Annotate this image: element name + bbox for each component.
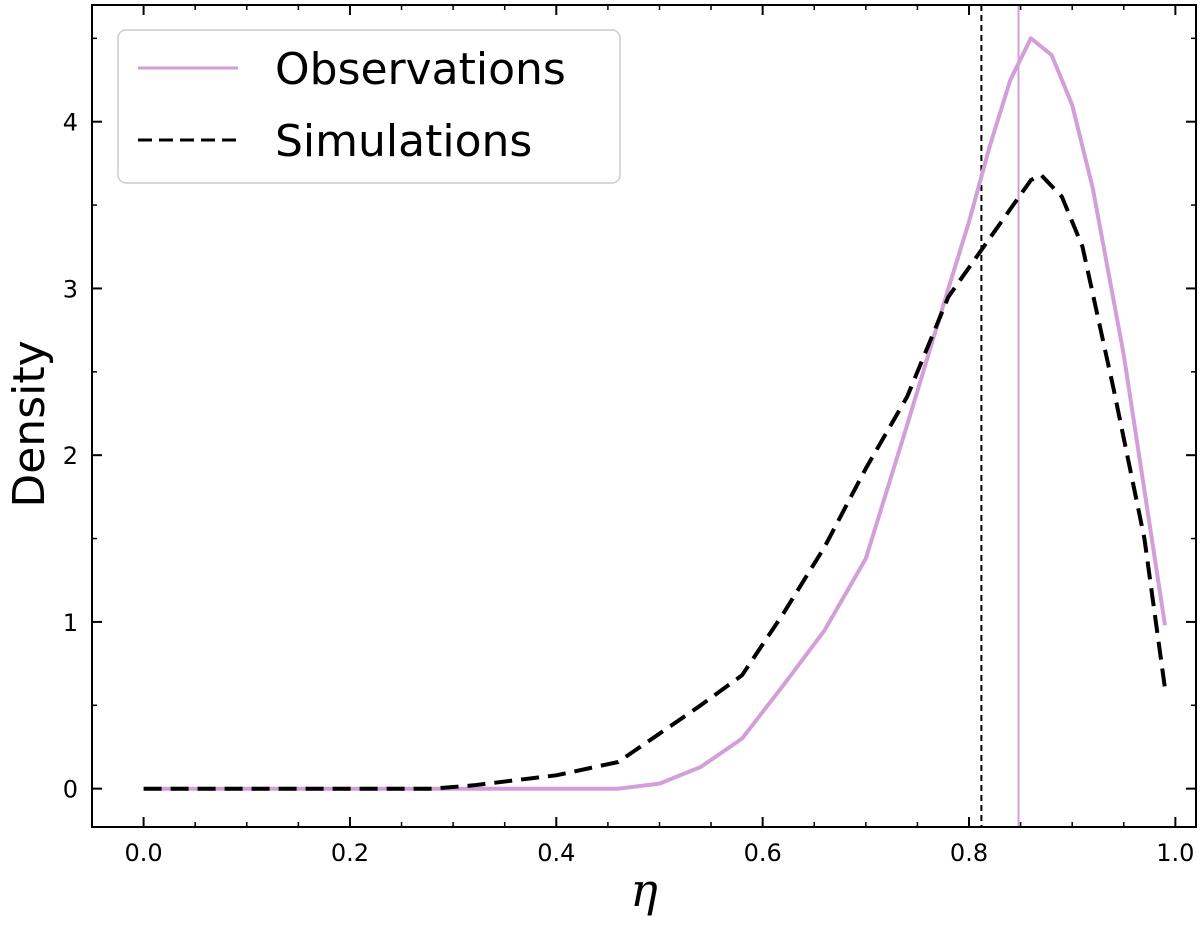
x-tick-label: 0.4 xyxy=(537,839,575,867)
axes-frame xyxy=(91,4,1197,828)
y-axis-label: Density xyxy=(4,340,55,507)
legend-label-observations: Observations xyxy=(275,44,566,95)
legend: Observations Simulations xyxy=(117,29,621,184)
x-tick-label: 0.0 xyxy=(125,839,163,867)
y-tick-label: 4 xyxy=(63,109,78,137)
x-tick-label: 0.6 xyxy=(744,839,782,867)
ticks: 0.0 0.2 0.4 0.6 0.8 1.0 0 1 2 3 4 xyxy=(63,5,1196,867)
legend-label-simulations: Simulations xyxy=(275,116,532,167)
y-tick-label: 1 xyxy=(63,609,78,637)
x-axis-label: η xyxy=(630,863,658,917)
x-tick-label: 0.2 xyxy=(331,839,369,867)
x-tick-label: 0.8 xyxy=(950,839,988,867)
plot-area xyxy=(143,5,1167,827)
legend-box xyxy=(117,29,621,184)
y-tick-label: 0 xyxy=(63,776,78,804)
series-line-observations xyxy=(143,36,1167,791)
y-tick-label: 3 xyxy=(63,275,78,303)
x-tick-label: 1.0 xyxy=(1156,839,1194,867)
series-line-simulations xyxy=(143,173,1167,791)
y-tick-label: 2 xyxy=(63,442,78,470)
